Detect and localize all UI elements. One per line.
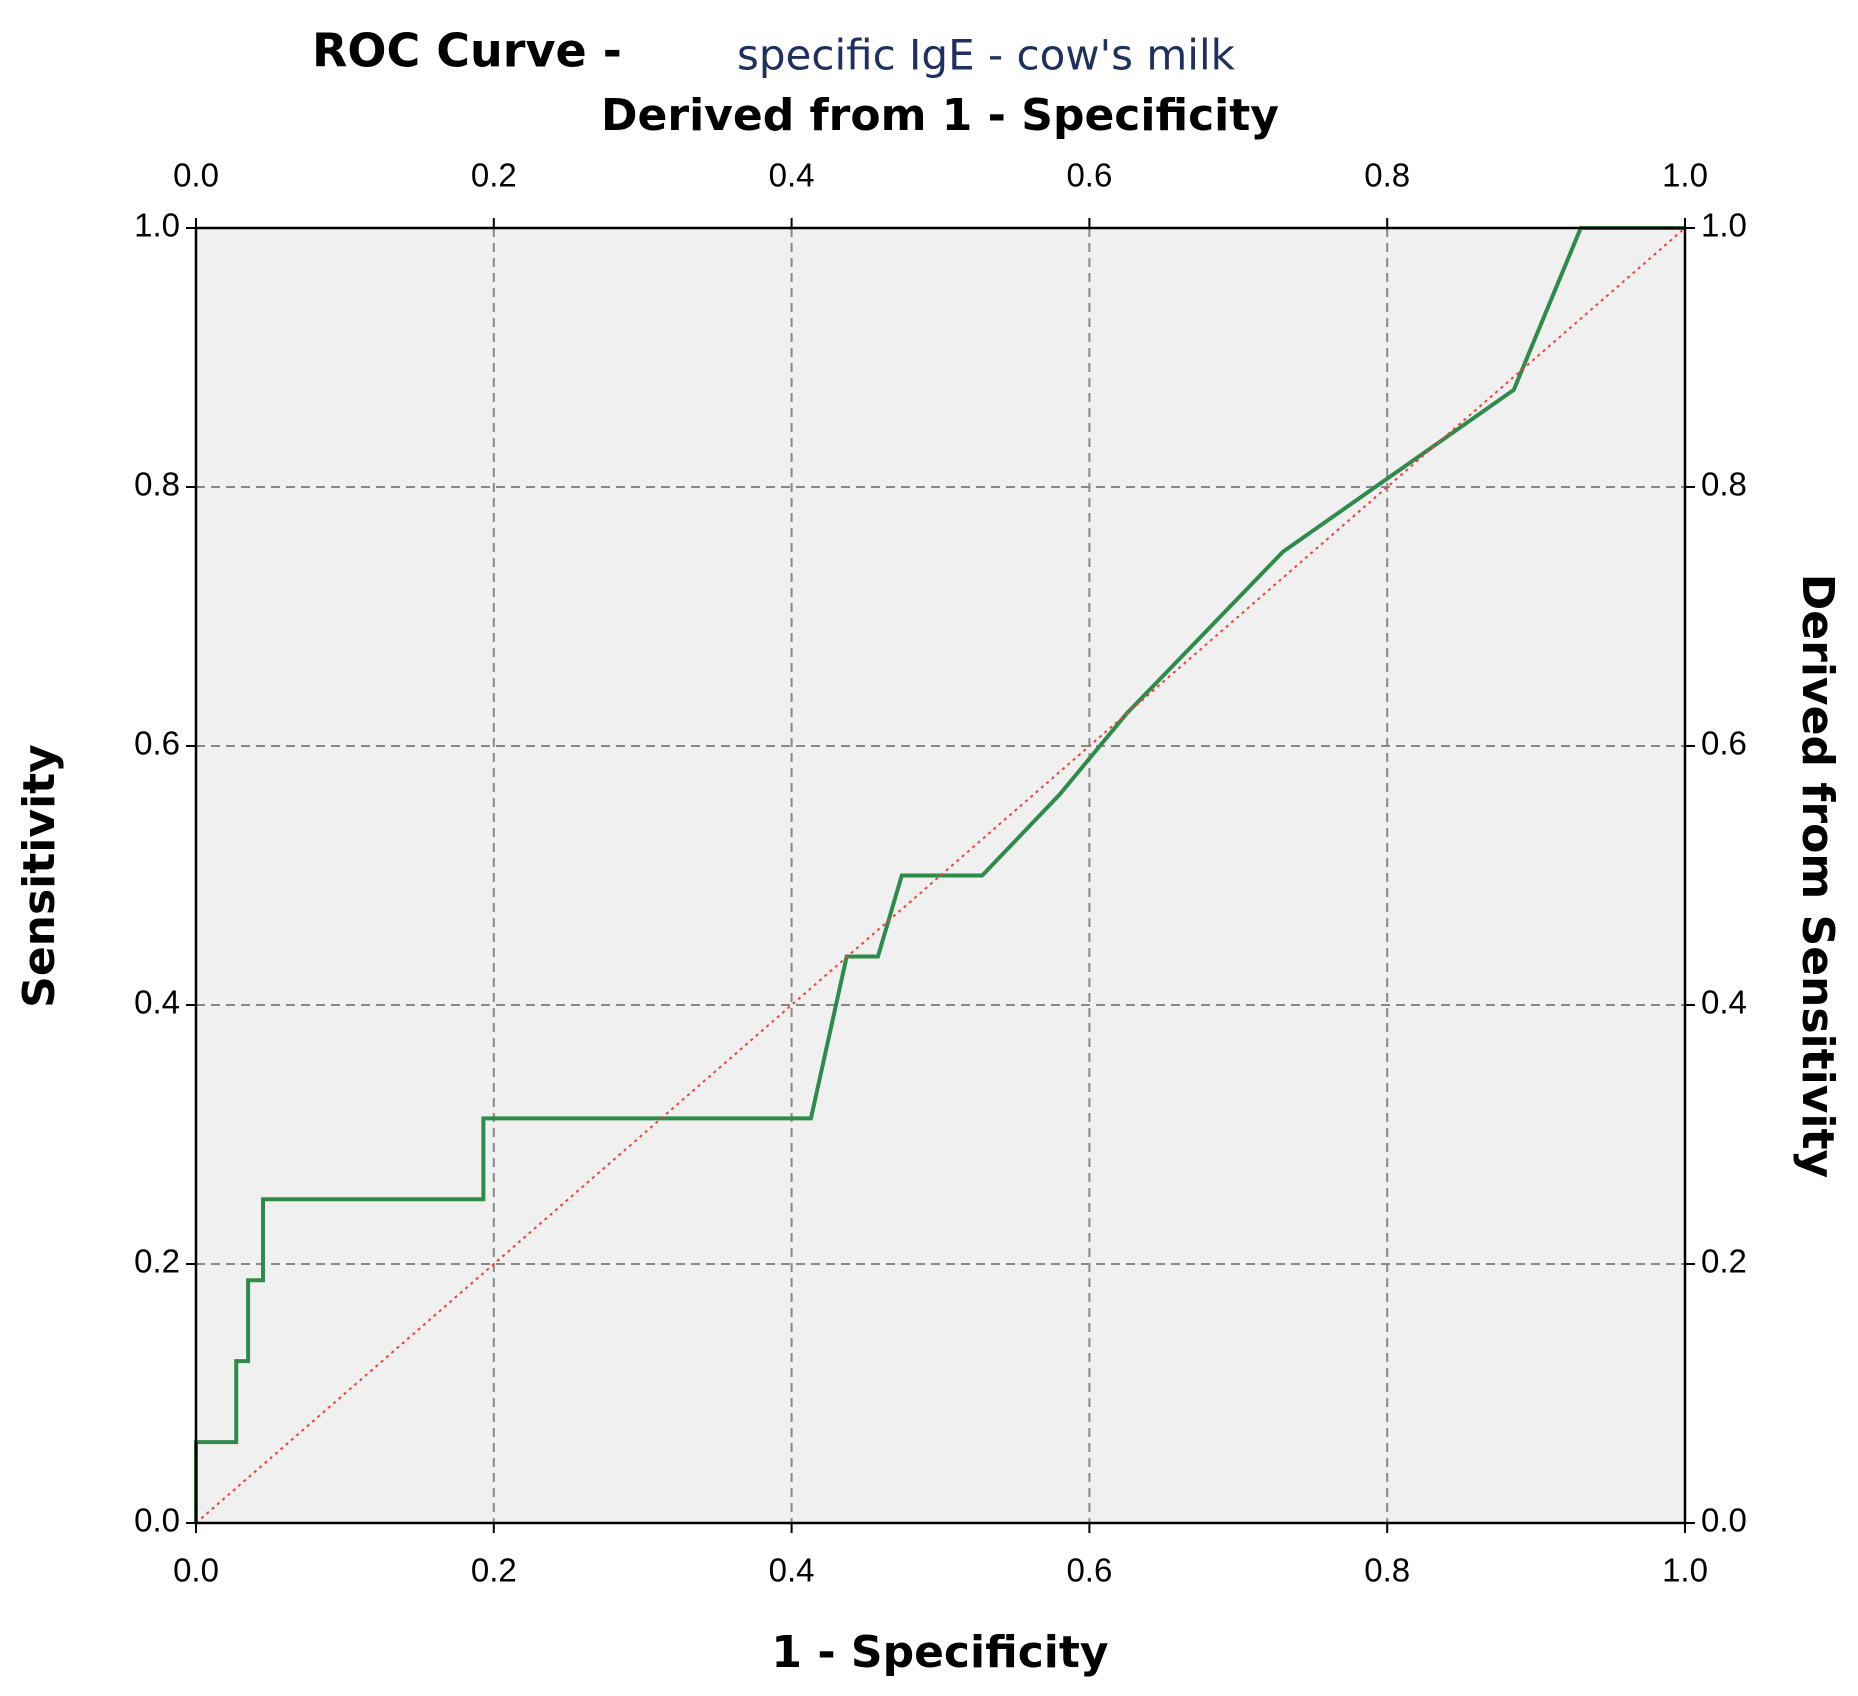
y-tick-label: 0.8 (134, 466, 180, 503)
y2-tick-label: 0.2 (1701, 1243, 1747, 1280)
plot-frame (194, 226, 1687, 1525)
roc-line (194, 226, 1685, 1523)
x-axis-label: 1 - Specificity (771, 1627, 1108, 1678)
x-tick-label: 1.0 (1662, 1552, 1708, 1589)
y2-axis-label: Derived from Sensitivity (1792, 574, 1843, 1178)
x2-tick-label: 0.8 (1364, 157, 1410, 194)
x2-tick-label: 0.4 (769, 157, 815, 194)
y2-tick-label: 0.6 (1701, 725, 1747, 762)
x2-tick-label: 0.0 (173, 157, 219, 194)
x2-axis-label: Derived from 1 - Specificity (601, 90, 1279, 141)
y2-tick-label: 1.0 (1701, 207, 1747, 244)
y-tick-label: 0.6 (134, 725, 180, 762)
y-tick-label: 0.0 (134, 1502, 180, 1539)
x-tick-label: 0.8 (1364, 1552, 1410, 1589)
x2-tick-label: 1.0 (1662, 157, 1708, 194)
y-tick-label: 0.4 (134, 984, 180, 1021)
y-tick-label: 0.2 (134, 1243, 180, 1280)
y2-tick-label: 0.8 (1701, 466, 1747, 503)
chart-subtitle: specific IgE - cow's milk (737, 31, 1236, 80)
x2-tick-label: 0.2 (471, 157, 517, 194)
y2-tick-label: 0.0 (1701, 1502, 1747, 1539)
x-tick-label: 0.0 (173, 1552, 219, 1589)
y-axis-label: Sensitivity (14, 744, 65, 1008)
x-tick-label: 0.2 (471, 1552, 517, 1589)
lines (194, 226, 1686, 1524)
x-tick-label: 0.6 (1066, 1552, 1112, 1589)
chart-title: ROC Curve - (312, 24, 622, 78)
y2-tick-label: 0.4 (1701, 984, 1747, 1021)
x-tick-label: 0.4 (769, 1552, 815, 1589)
x2-tick-label: 0.6 (1066, 157, 1112, 194)
y-tick-label: 1.0 (134, 207, 180, 244)
